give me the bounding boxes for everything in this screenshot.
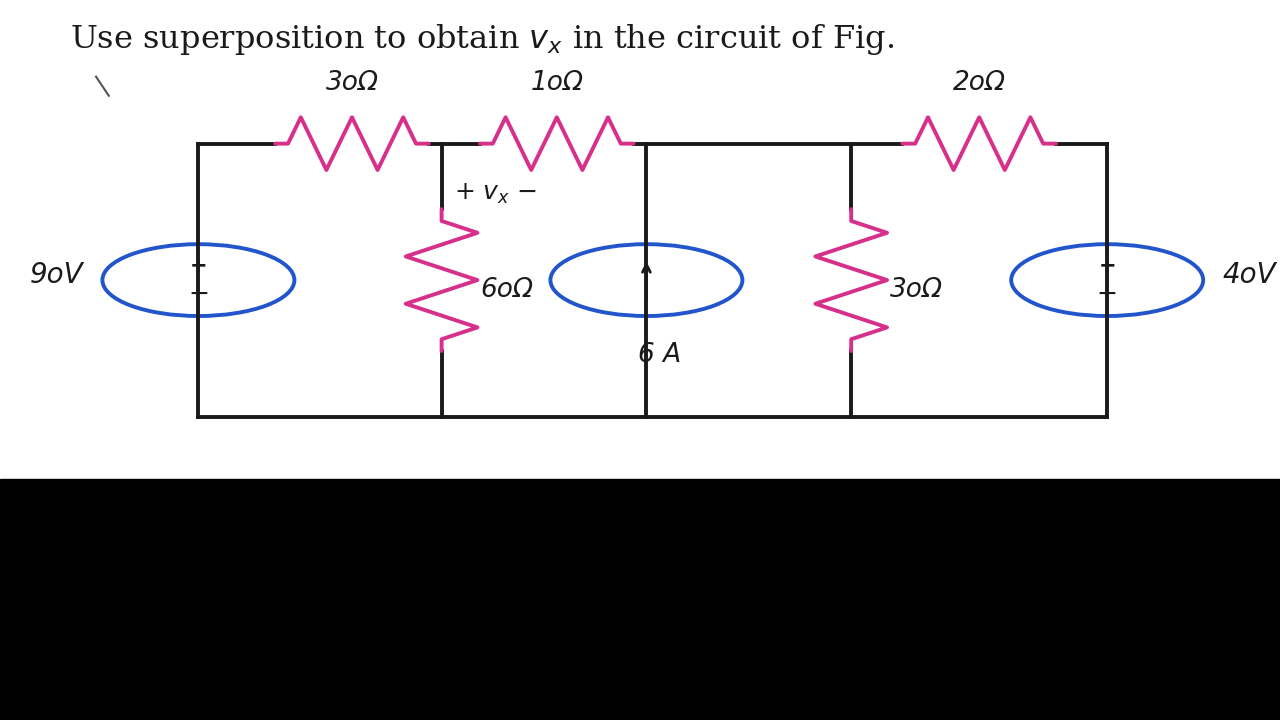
Text: 3oΩ: 3oΩ (890, 276, 942, 302)
Text: + $v_x$ −: + $v_x$ − (454, 182, 538, 206)
Text: Problem 4.17: Problem 4.17 (421, 631, 859, 688)
Text: 3oΩ: 3oΩ (325, 70, 379, 96)
Text: +: + (1098, 256, 1116, 276)
Text: +: + (189, 256, 207, 276)
Text: 4oV: 4oV (1222, 261, 1276, 289)
Text: −: − (188, 282, 209, 306)
Text: 2oΩ: 2oΩ (952, 70, 1006, 96)
Text: 6oΩ: 6oΩ (480, 276, 532, 302)
Text: −: − (1097, 282, 1117, 306)
Text: Use superposition to obtain $v_x$ in the circuit of Fig.: Use superposition to obtain $v_x$ in the… (70, 22, 895, 57)
Text: 9oV: 9oV (29, 261, 83, 289)
Text: Superposition Theorem | Electric Circuits: Superposition Theorem | Electric Circuit… (0, 529, 1280, 588)
Text: 1oΩ: 1oΩ (530, 70, 584, 96)
Text: 6 A: 6 A (637, 342, 681, 369)
